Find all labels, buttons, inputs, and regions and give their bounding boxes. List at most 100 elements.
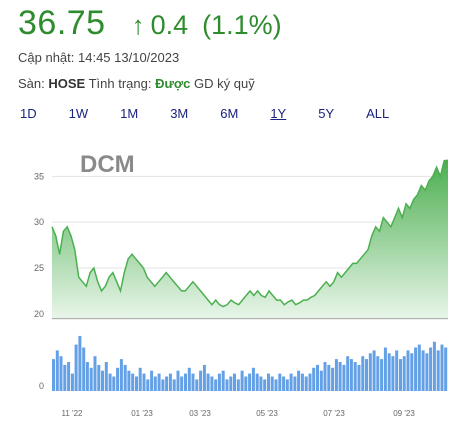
volume-bar bbox=[259, 376, 263, 391]
volume-bar bbox=[300, 373, 304, 391]
volume-bar bbox=[251, 367, 255, 391]
volume-bar bbox=[334, 359, 338, 391]
volume-bar bbox=[349, 359, 353, 391]
volume-bar bbox=[161, 379, 165, 391]
volume-bar bbox=[297, 370, 301, 391]
volume-bar bbox=[123, 364, 127, 391]
volume-bar bbox=[372, 350, 376, 391]
volume-bar bbox=[93, 356, 97, 391]
x-tick-label: 07 '23 bbox=[323, 409, 345, 418]
volume-bar bbox=[248, 373, 252, 391]
updated-label: Cập nhật: bbox=[18, 50, 75, 65]
y-tick-label: 35 bbox=[34, 171, 44, 181]
volume-bar bbox=[357, 364, 361, 391]
volume-bar bbox=[82, 347, 86, 391]
volume-bar bbox=[282, 376, 286, 391]
volume-bar bbox=[101, 370, 104, 391]
x-tick-label: 03 '23 bbox=[189, 409, 211, 418]
volume-tick-label: 0 bbox=[39, 381, 44, 391]
last-updated: Cập nhật: 14:45 13/10/2023 bbox=[18, 50, 179, 65]
volume-bar bbox=[399, 359, 402, 391]
change-value: 0.4 bbox=[150, 10, 189, 40]
current-price: 36.75 bbox=[18, 4, 106, 42]
volume-bar bbox=[312, 367, 316, 391]
range-1w[interactable]: 1W bbox=[68, 106, 89, 121]
quote-header: 36.75 ↑ 0.4 (1.1%) bbox=[18, 4, 282, 48]
volume-bar bbox=[414, 347, 418, 391]
range-1y[interactable]: 1Y bbox=[270, 106, 287, 121]
range-1d[interactable]: 1D bbox=[20, 106, 37, 121]
volume-bar bbox=[97, 364, 101, 391]
volume-bar bbox=[184, 373, 187, 391]
volume-bar bbox=[342, 364, 346, 391]
y-tick-label: 25 bbox=[34, 263, 44, 273]
volume-bar bbox=[383, 347, 387, 391]
volume-bar bbox=[319, 370, 323, 391]
volume-bar bbox=[225, 379, 229, 391]
volume-bar bbox=[199, 370, 203, 391]
range-6m[interactable]: 6M bbox=[220, 106, 239, 121]
chart-title: DCM bbox=[80, 151, 135, 178]
volume-bar bbox=[127, 370, 131, 391]
exchange-name: HOSE bbox=[48, 76, 86, 91]
volume-bar bbox=[440, 344, 444, 391]
volume-bar bbox=[421, 350, 425, 391]
volume-bar bbox=[176, 370, 180, 391]
volume-bar bbox=[233, 373, 236, 391]
change-percent: (1.1%) bbox=[202, 10, 282, 40]
volume-bar bbox=[180, 376, 184, 391]
volume-bar bbox=[304, 376, 308, 391]
x-tick-label: 09 '23 bbox=[393, 409, 415, 418]
volume-bar bbox=[78, 335, 82, 391]
volume-bar bbox=[153, 376, 157, 391]
status-value: Được bbox=[155, 76, 191, 91]
volume-bar bbox=[221, 370, 225, 391]
range-all[interactable]: ALL bbox=[366, 106, 390, 121]
volume-bar bbox=[63, 364, 67, 391]
up-arrow-icon: ↑ bbox=[131, 10, 145, 40]
volume-bar bbox=[70, 373, 74, 391]
volume-bar bbox=[210, 376, 214, 391]
volume-bar bbox=[217, 373, 221, 391]
y-tick-label: 30 bbox=[34, 217, 44, 227]
volume-bar bbox=[432, 341, 436, 391]
range-5y[interactable]: 5Y bbox=[318, 106, 335, 121]
volume-bar bbox=[274, 379, 278, 391]
volume-bar bbox=[85, 362, 89, 391]
volume-bar bbox=[67, 362, 71, 391]
volume-bar bbox=[425, 353, 429, 391]
x-tick-label: 05 '23 bbox=[256, 409, 278, 418]
volume-bar bbox=[380, 359, 384, 391]
range-1m[interactable]: 1M bbox=[120, 106, 139, 121]
volume-bar bbox=[365, 359, 368, 391]
volume-bar bbox=[391, 356, 395, 391]
volume-bar bbox=[308, 373, 312, 391]
status-suffix: GD ký quỹ bbox=[194, 76, 255, 91]
price-change: ↑ 0.4 (1.1%) bbox=[132, 10, 282, 41]
range-3m[interactable]: 3M bbox=[170, 106, 189, 121]
trading-status: Sàn: HOSE Tình trạng: Được GD ký quỹ bbox=[18, 76, 255, 91]
price-chart[interactable]: DCM 20 25 30 35 0 11 '22 01 '23 03 '23 05 '23 07… bbox=[0, 138, 466, 428]
volume-bar bbox=[436, 350, 440, 391]
volume-bar bbox=[150, 370, 154, 391]
volume-bar bbox=[376, 356, 380, 391]
volume-bar bbox=[142, 373, 146, 391]
volume-bar bbox=[293, 376, 297, 391]
volume-bar bbox=[285, 379, 289, 391]
volume-bar bbox=[214, 379, 218, 391]
volume-bar bbox=[131, 373, 135, 391]
price-line bbox=[51, 159, 449, 308]
volume-bar bbox=[263, 379, 267, 391]
volume-bar bbox=[74, 344, 78, 391]
volume-bar bbox=[240, 370, 244, 391]
volume-bar bbox=[172, 379, 176, 391]
volume-bar bbox=[112, 376, 116, 391]
exchange-label: Sàn: bbox=[18, 76, 45, 91]
volume-bar bbox=[255, 373, 259, 391]
volume-bar bbox=[55, 350, 59, 391]
price-area bbox=[52, 160, 448, 319]
volume-bar bbox=[206, 373, 210, 391]
volume-bar bbox=[229, 376, 233, 391]
volume-bar bbox=[417, 344, 421, 391]
volume-bar bbox=[410, 353, 414, 391]
